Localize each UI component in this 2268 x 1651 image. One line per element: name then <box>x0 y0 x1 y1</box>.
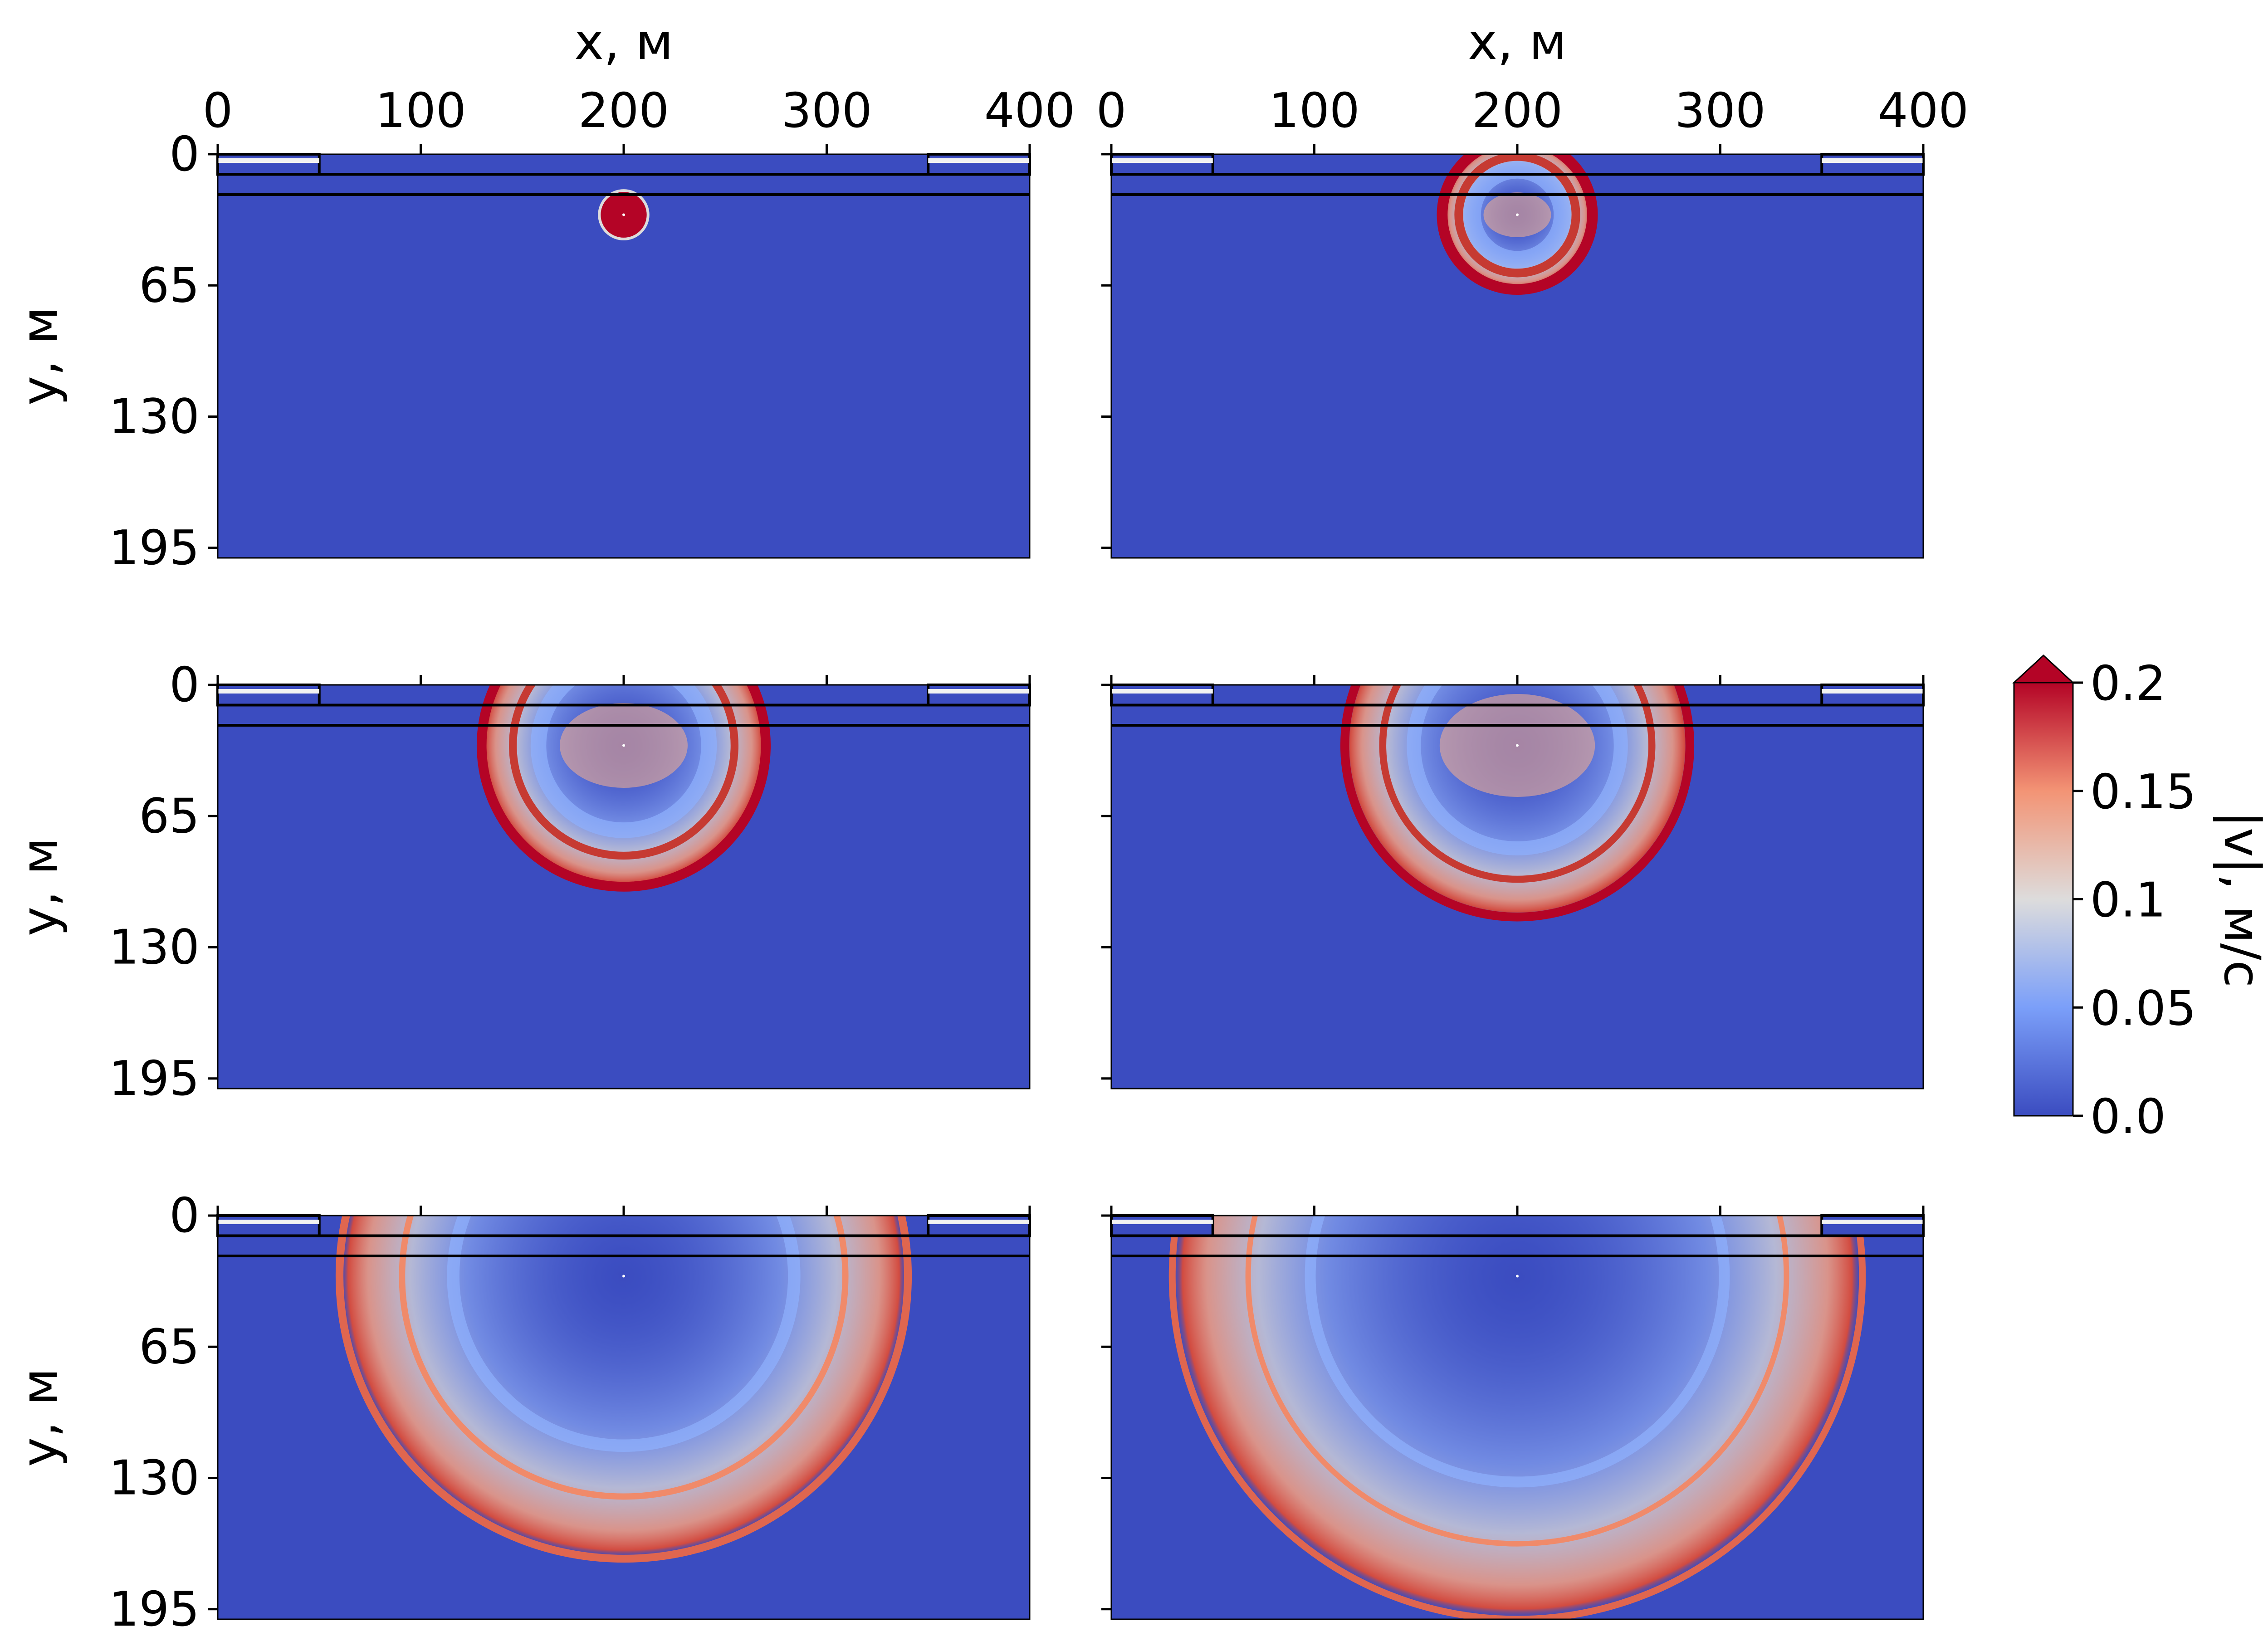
surface-block <box>927 1214 1031 1237</box>
x-tick-label: 100 <box>375 83 466 138</box>
colorbar: 0.0 0.05 0.1 0.15 0.2 |v|, м/с <box>2012 654 2268 1144</box>
colorbar-extend-arrow <box>2012 654 2075 684</box>
x-tick-label: 400 <box>984 83 1075 138</box>
wavefront-inner <box>1245 1216 1789 1547</box>
panel-r0-c0: 0 100 200 300 400 x, м 0 65 130 195 y, м <box>10 13 1075 576</box>
wave-field <box>1344 685 1690 917</box>
surface-block <box>216 153 321 176</box>
x-tick-label: 100 <box>1269 83 1359 138</box>
surface-block <box>1110 1214 1214 1237</box>
source-point <box>1516 213 1519 216</box>
wavefront-inner <box>1454 154 1580 278</box>
surface-block <box>216 684 321 707</box>
colorbar-gradient <box>2013 682 2074 1117</box>
y-axis-label: y, м <box>10 1368 68 1467</box>
x-tick-label: 0 <box>1096 83 1127 138</box>
y-tick-label: 0 <box>169 657 200 713</box>
y-tick-label: 130 <box>109 1451 200 1506</box>
surface-block <box>1110 153 1214 176</box>
x-tick-label: 300 <box>781 83 872 138</box>
surface-block <box>1820 684 1925 707</box>
colorbar-tick-label: 0.05 <box>2090 981 2196 1036</box>
x-tick-label: 0 <box>203 83 233 138</box>
panels: 0 100 200 300 400 x, м 0 65 130 195 y, м 0 100 200 300… <box>10 13 1969 1637</box>
x-axis-label: x, м <box>1468 13 1567 71</box>
surface-block <box>1820 1214 1925 1237</box>
panel-r1-c0: 0 65 130 195 y, м <box>10 657 1031 1106</box>
source-point <box>622 213 625 216</box>
y-tick-label: 195 <box>109 520 200 576</box>
wavefront-outer <box>477 685 771 892</box>
panel-r2-c0: 0 65 130 195 y, м <box>10 1188 1031 1637</box>
surface-block <box>216 1214 321 1237</box>
wavefront-inner <box>399 1216 849 1500</box>
y-tick-label: 130 <box>109 920 200 975</box>
wavefront-outer <box>1340 685 1694 922</box>
surface-block <box>1110 684 1214 707</box>
y-tick-label: 65 <box>139 1319 200 1374</box>
wavefront-inner <box>509 685 738 860</box>
wavefront-trailing <box>1407 685 1628 855</box>
x-tick-label: 300 <box>1675 83 1765 138</box>
source-point <box>622 1275 625 1278</box>
y-tick-label: 65 <box>139 788 200 844</box>
wavefront-inner <box>1379 685 1656 883</box>
wave-field <box>1172 1216 1862 1619</box>
y-tick-label: 195 <box>109 1582 200 1637</box>
y-tick-label: 0 <box>169 1188 200 1243</box>
wavefront-trailing <box>1305 1216 1730 1488</box>
y-tick-label: 130 <box>109 389 200 444</box>
panel-r1-c1 <box>1101 675 1925 1089</box>
wavefront-outer <box>1437 154 1598 295</box>
wavefront-outer <box>336 1216 912 1563</box>
colorbar-tick-label: 0.15 <box>2090 764 2196 820</box>
colorbar-tick-label: 0.1 <box>2090 873 2166 928</box>
x-tick-label: 200 <box>1472 83 1563 138</box>
wavefront-trailing <box>1463 161 1571 269</box>
y-tick-label: 195 <box>109 1051 200 1106</box>
wavefront-outer <box>1168 1216 1866 1619</box>
panel-r2-c1 <box>1101 1206 1925 1620</box>
wavefront-trailing <box>447 1216 801 1452</box>
source-point <box>622 744 625 747</box>
surface-block <box>927 684 1031 707</box>
y-tick-label: 65 <box>139 258 200 313</box>
x-tick-label: 400 <box>1878 83 1969 138</box>
y-tick-label: 0 <box>169 127 200 182</box>
colorbar-tick-label: 0.2 <box>2090 656 2166 711</box>
surface-block <box>1820 153 1925 176</box>
source-point <box>1516 1275 1519 1278</box>
panel-r0-c1: 0 100 200 300 400 x, м <box>1096 13 1969 559</box>
x-tick-label: 200 <box>578 83 669 138</box>
y-axis-label: y, м <box>10 837 68 936</box>
y-axis-label: y, м <box>10 307 68 405</box>
wavefront-trailing <box>530 685 717 838</box>
colorbar-tick-label: 0.0 <box>2090 1089 2166 1144</box>
x-axis-label: x, м <box>574 13 673 71</box>
colorbar-label: |v|, м/с <box>2213 811 2268 988</box>
source-point <box>1516 744 1519 747</box>
surface-block <box>927 153 1031 176</box>
wave-field <box>339 1216 908 1559</box>
